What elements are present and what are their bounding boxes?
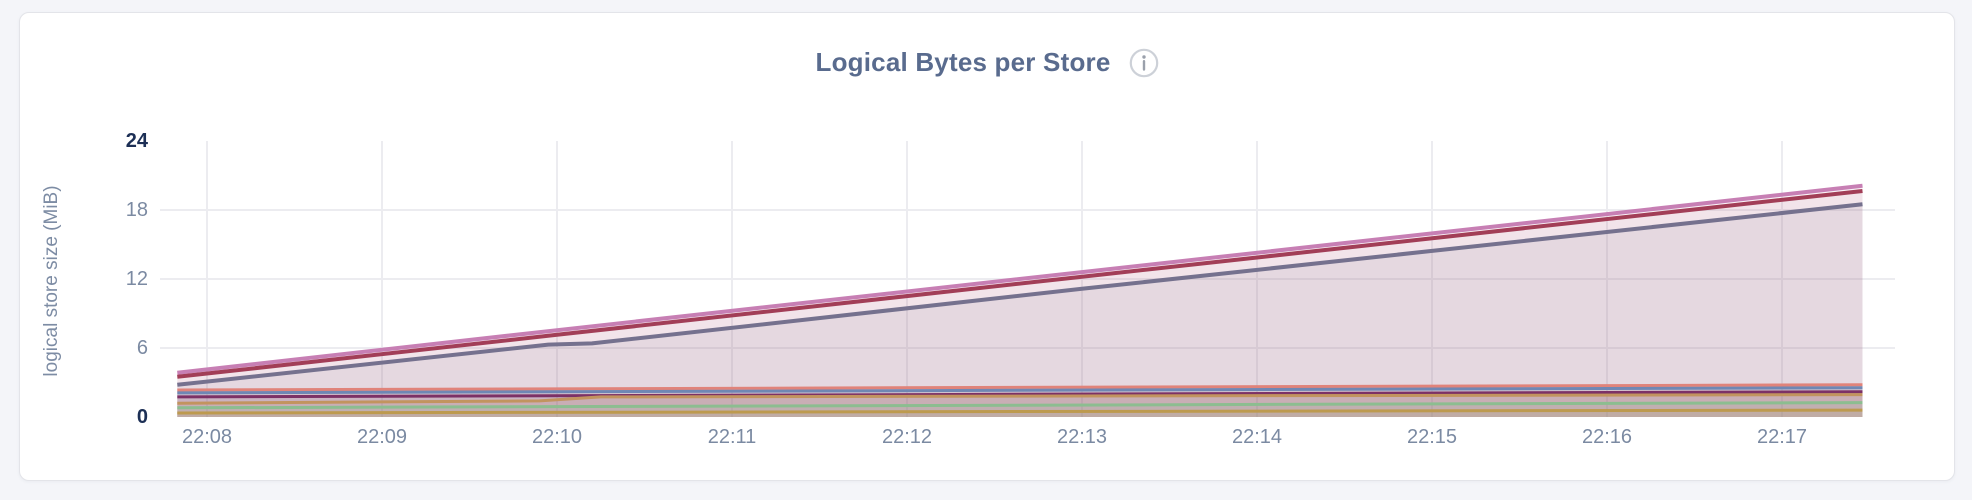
x-tick-label: 22:08 (182, 426, 232, 448)
x-tick-label: 22:16 (1582, 426, 1632, 448)
series-line-store-4 (177, 383, 1863, 392)
series-line-store-6 (177, 390, 1863, 399)
chart-header: Logical Bytes per Store (20, 13, 1954, 78)
series-line-store-7 (177, 393, 1863, 405)
x-tick-label: 22:15 (1407, 426, 1457, 448)
x-tick-label: 22:13 (1057, 426, 1107, 448)
chart-title: Logical Bytes per Store (815, 47, 1111, 77)
x-tick-label: 22:09 (357, 426, 407, 448)
series-area-store-1 (177, 185, 1863, 417)
series-line-store-9 (177, 408, 1863, 415)
info-icon[interactable] (1129, 48, 1159, 78)
x-tick-label: 22:12 (882, 426, 932, 448)
x-tick-label: 22:10 (532, 426, 582, 448)
x-tick-label: 22:17 (1757, 426, 1807, 448)
series-line-store-3 (177, 202, 1863, 387)
series-area-store-3 (177, 204, 1863, 417)
y-tick-label: 0 (137, 406, 148, 428)
x-tick-label: 22:14 (1232, 426, 1282, 448)
series-line-store-5 (177, 386, 1863, 395)
x-tick-label: 22:11 (708, 426, 757, 448)
y-tick-label: 24 (126, 130, 149, 152)
y-tick-label: 18 (126, 199, 148, 221)
y-tick-label: 12 (126, 268, 148, 290)
series-line-store-2 (177, 189, 1863, 379)
y-tick-label: 6 (137, 337, 148, 359)
series-line-store-8 (177, 401, 1863, 410)
series-area-store-2 (177, 191, 1863, 417)
series-line-store-1 (177, 183, 1863, 375)
